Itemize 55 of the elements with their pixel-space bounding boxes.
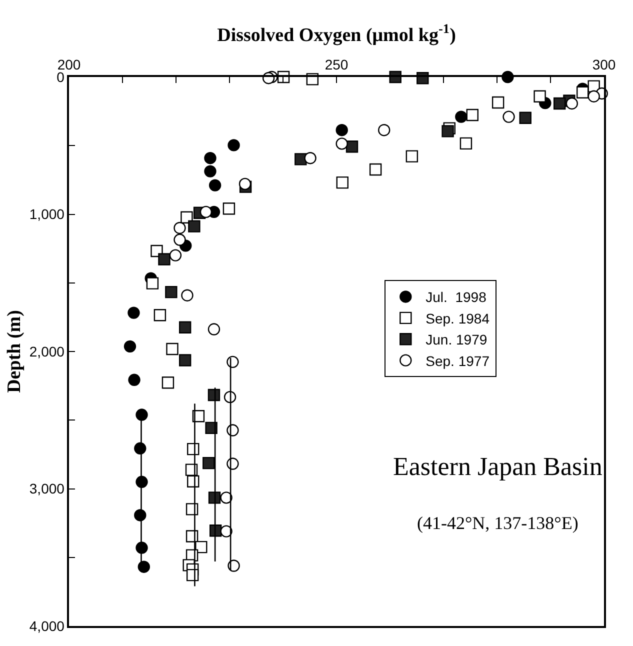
point [519, 112, 532, 124]
point [228, 139, 240, 152]
point [492, 96, 504, 109]
point [128, 374, 140, 386]
x-tick-label: 300 [592, 56, 616, 73]
point [238, 178, 252, 190]
point [205, 422, 218, 434]
point [369, 163, 382, 176]
point [154, 309, 166, 322]
point [553, 97, 566, 110]
y-axis-title: Depth (m) [4, 310, 25, 393]
point [158, 253, 170, 266]
legend-label: Sep. 1984 [426, 310, 490, 326]
point [455, 110, 468, 123]
legend-label: Sep. 1977 [426, 352, 490, 369]
point [442, 125, 454, 138]
point [178, 354, 192, 366]
point [188, 220, 200, 232]
annotation: Eastern Japan Basin [393, 452, 602, 481]
point [204, 165, 216, 178]
y-tick-label: 1,000 [29, 206, 65, 222]
y-tick-label: 2,000 [29, 343, 65, 360]
point [466, 108, 478, 122]
point [588, 90, 600, 102]
point [566, 97, 578, 110]
point [200, 206, 212, 218]
point [124, 340, 136, 353]
point [576, 86, 589, 98]
point [208, 492, 221, 504]
y-tick-label: 3,000 [29, 480, 65, 497]
point [146, 277, 159, 290]
x-tick-label: 250 [324, 56, 348, 73]
point [406, 150, 418, 162]
point [138, 560, 150, 573]
point [460, 137, 472, 150]
point [202, 456, 215, 470]
point [222, 202, 236, 215]
point [128, 306, 140, 319]
point [166, 342, 178, 356]
point [208, 179, 222, 192]
point [346, 140, 358, 153]
x-axis-title: Dissolved Oxygen (μmol kg$^{-1}$) [217, 21, 456, 46]
point [534, 90, 546, 102]
point [162, 376, 174, 389]
annotation: (41-42°N, 137-138°E) [417, 513, 578, 533]
point [165, 286, 178, 298]
point [204, 152, 216, 164]
legend-label: Jun. 1979 [426, 332, 488, 348]
point [136, 408, 148, 421]
point [178, 321, 192, 334]
y-tick-label: 4,000 [29, 618, 65, 634]
point [294, 153, 307, 166]
legend-label: Jul. 1998 [426, 289, 487, 306]
point [336, 124, 348, 136]
point [336, 176, 348, 189]
